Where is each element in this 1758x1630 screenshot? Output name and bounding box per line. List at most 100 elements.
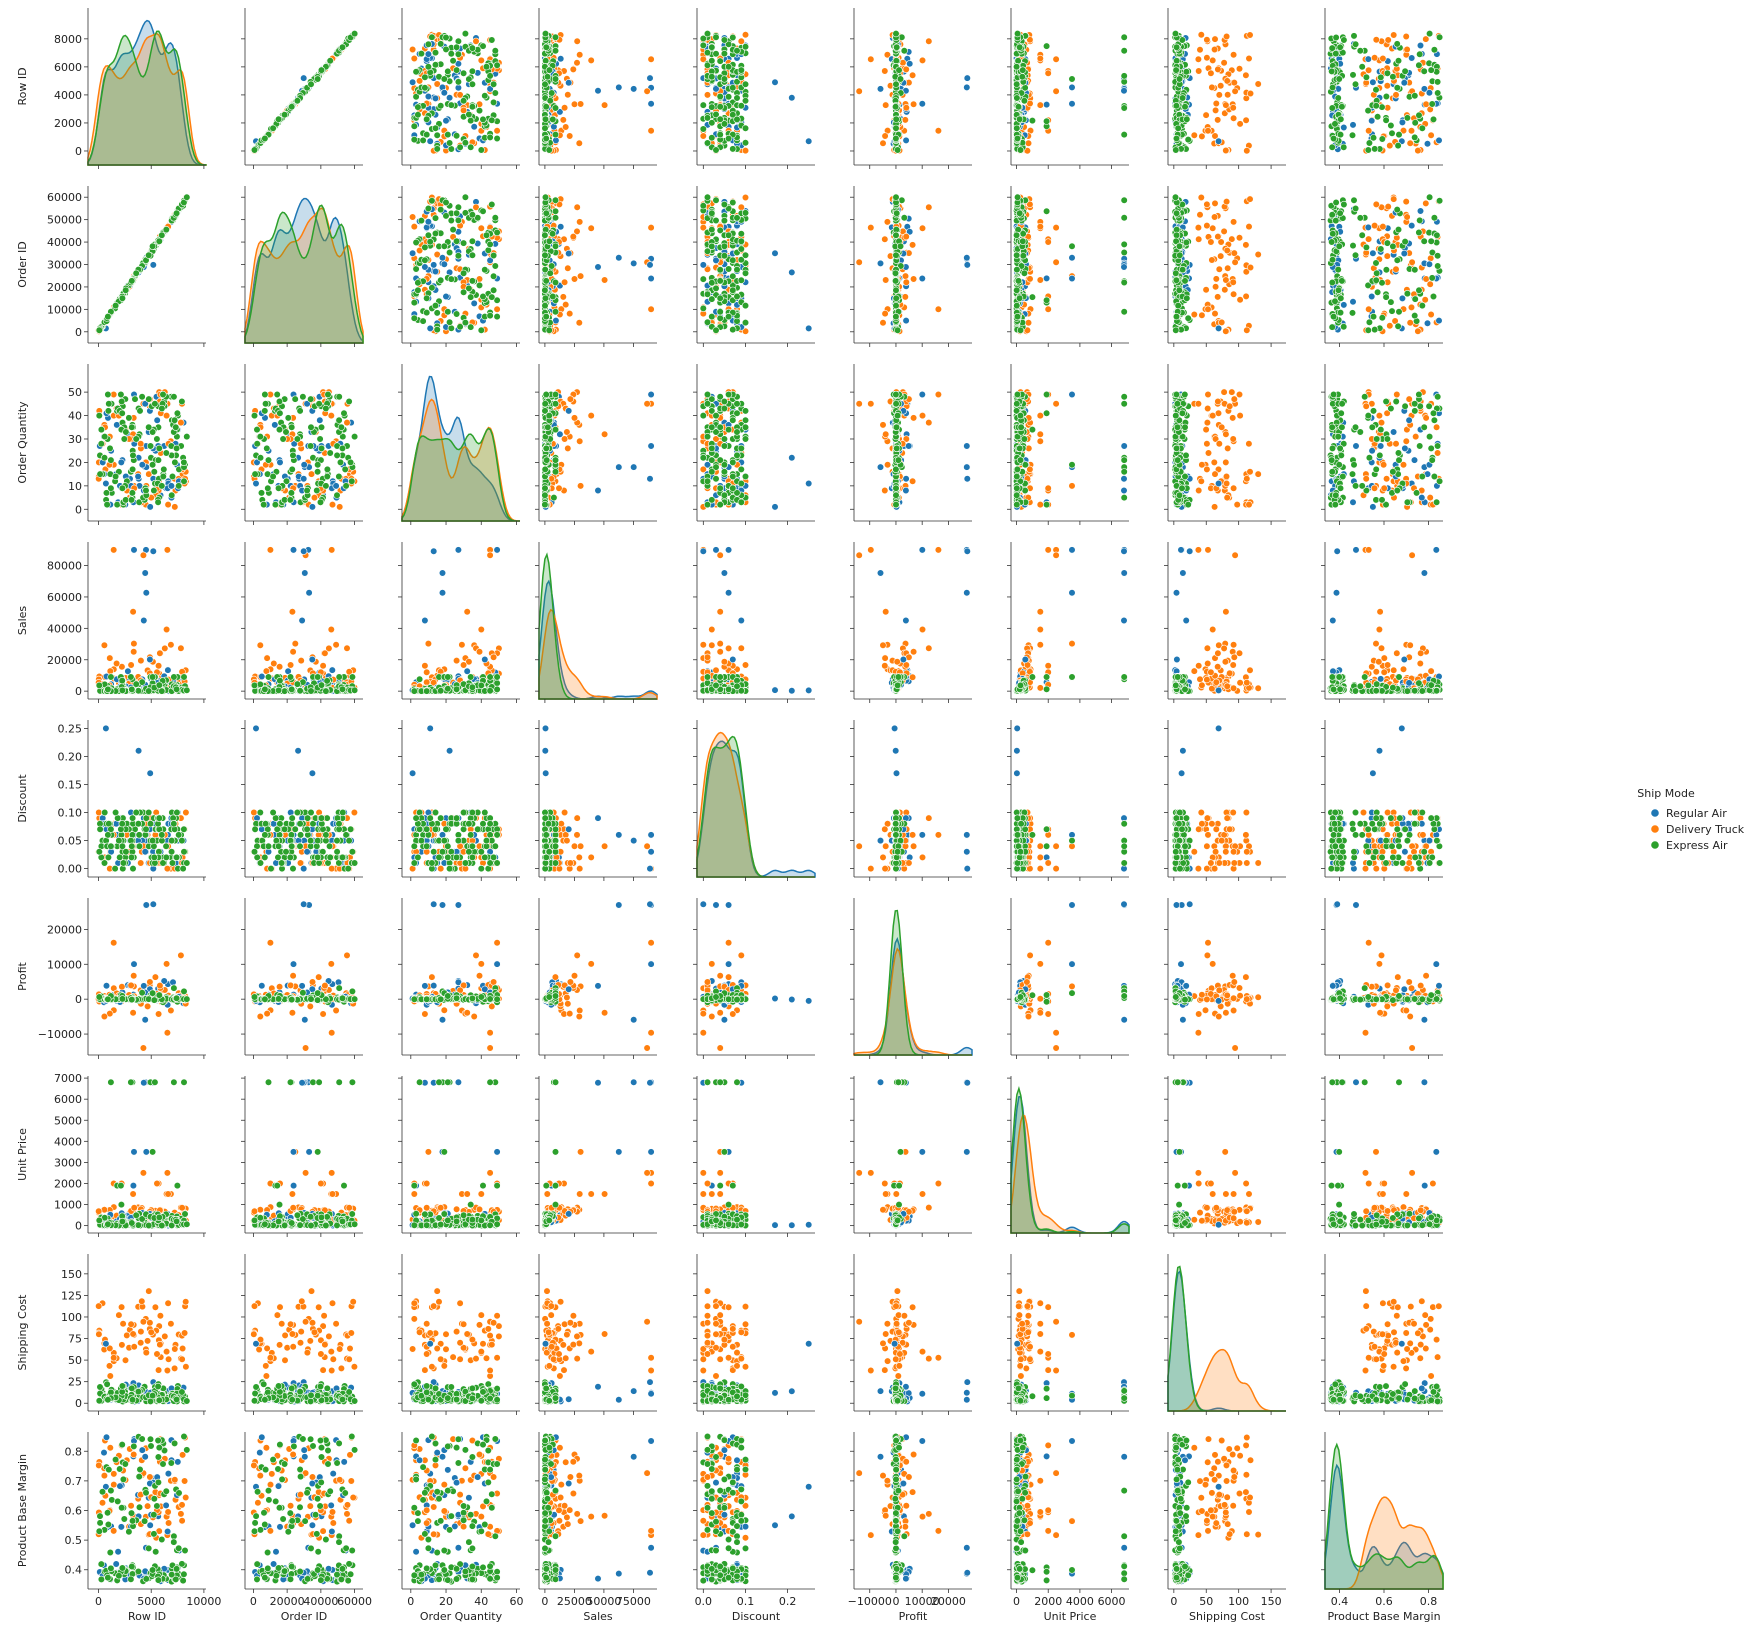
point-regular-air <box>1214 137 1223 145</box>
point-express-air <box>460 69 468 77</box>
point-express-air <box>1013 29 1022 38</box>
point-express-air <box>551 47 560 55</box>
point-express-air <box>1120 196 1128 204</box>
point-express-air <box>892 115 900 123</box>
point-express-air <box>146 442 155 450</box>
point-delivery-truck <box>1194 224 1202 232</box>
point-express-air <box>175 482 183 490</box>
point-regular-air <box>300 475 308 483</box>
point-express-air <box>1377 73 1385 81</box>
point-express-air <box>493 134 501 143</box>
point-delivery-truck <box>1383 82 1391 90</box>
point-regular-air <box>1042 100 1051 109</box>
point-express-air <box>729 198 737 207</box>
point-express-air <box>433 145 441 153</box>
point-regular-air <box>565 249 573 258</box>
point-delivery-truck <box>1218 318 1226 327</box>
point-express-air <box>1016 209 1024 217</box>
point-delivery-truck <box>1422 100 1430 108</box>
point-express-air <box>699 101 707 109</box>
point-express-air <box>1178 94 1187 102</box>
point-express-air <box>708 226 716 234</box>
point-express-air <box>460 269 468 277</box>
point-delivery-truck <box>1194 55 1202 63</box>
point-delivery-truck <box>1242 292 1250 301</box>
point-delivery-truck <box>576 272 585 280</box>
point-delivery-truck <box>570 275 579 283</box>
point-express-air <box>1418 124 1426 132</box>
point-express-air <box>1332 33 1340 42</box>
point-express-air <box>1014 103 1023 111</box>
point-regular-air <box>470 299 478 308</box>
point-express-air <box>256 433 264 441</box>
point-express-air <box>468 80 477 88</box>
point-delivery-truck <box>1026 275 1034 283</box>
point-express-air <box>1172 269 1180 277</box>
point-express-air <box>893 326 902 334</box>
point-regular-air <box>805 324 813 333</box>
point-express-air <box>542 43 550 51</box>
point-delivery-truck <box>855 258 863 266</box>
point-regular-air <box>1423 319 1432 327</box>
point-express-air <box>699 41 707 50</box>
point-express-air <box>720 75 729 83</box>
point-delivery-truck <box>1229 51 1238 59</box>
point-regular-air <box>300 461 308 469</box>
panel-order-id-vs-profit <box>850 186 972 347</box>
point-regular-air <box>615 254 623 262</box>
point-express-air <box>1172 326 1180 334</box>
point-delivery-truck <box>1235 65 1244 73</box>
point-express-air <box>490 286 498 294</box>
point-express-air <box>171 458 179 467</box>
point-delivery-truck <box>1222 276 1230 284</box>
point-express-air <box>699 202 707 210</box>
point-express-air <box>551 207 560 215</box>
point-express-air <box>1015 294 1024 302</box>
point-express-air <box>428 197 436 205</box>
kde-delivery-truck <box>87 32 207 166</box>
y-tick-label: 10000 <box>47 303 82 316</box>
point-express-air <box>1068 242 1076 250</box>
point-express-air <box>1411 312 1419 320</box>
point-express-air <box>1328 104 1336 112</box>
point-delivery-truck <box>1204 305 1212 313</box>
panel-background <box>854 8 972 165</box>
point-express-air <box>335 393 343 401</box>
point-regular-air <box>138 461 146 469</box>
point-delivery-truck <box>1246 263 1255 272</box>
point-express-air <box>551 278 560 287</box>
point-express-air <box>447 50 455 58</box>
point-express-air <box>465 284 473 293</box>
point-delivery-truck <box>163 412 171 420</box>
point-delivery-truck <box>902 65 910 73</box>
point-express-air <box>1018 73 1026 81</box>
point-express-air <box>900 47 908 55</box>
point-express-air <box>737 102 745 110</box>
point-express-air <box>1335 75 1343 83</box>
panel-row-id-vs-product-base-margin <box>1321 8 1444 169</box>
point-express-air <box>1013 80 1021 88</box>
point-delivery-truck <box>1203 36 1211 44</box>
point-express-air <box>551 214 560 222</box>
point-express-air <box>250 146 259 154</box>
point-express-air <box>1014 57 1022 65</box>
point-delivery-truck <box>575 319 583 327</box>
point-regular-air <box>300 74 308 82</box>
point-express-air <box>548 89 556 97</box>
point-delivery-truck <box>1214 293 1222 301</box>
point-regular-air <box>788 268 796 277</box>
point-express-air <box>444 67 452 75</box>
point-express-air <box>131 395 139 403</box>
point-delivery-truck <box>881 235 889 243</box>
point-express-air <box>1348 309 1357 317</box>
point-express-air <box>1429 115 1438 123</box>
point-express-air <box>150 486 158 495</box>
point-express-air <box>340 409 348 417</box>
point-express-air <box>180 458 188 467</box>
point-delivery-truck <box>1245 54 1253 63</box>
point-delivery-truck <box>1402 32 1410 41</box>
point-express-air <box>105 400 113 408</box>
point-express-air <box>431 48 440 57</box>
point-delivery-truck <box>1044 305 1052 313</box>
point-express-air <box>1429 292 1438 301</box>
